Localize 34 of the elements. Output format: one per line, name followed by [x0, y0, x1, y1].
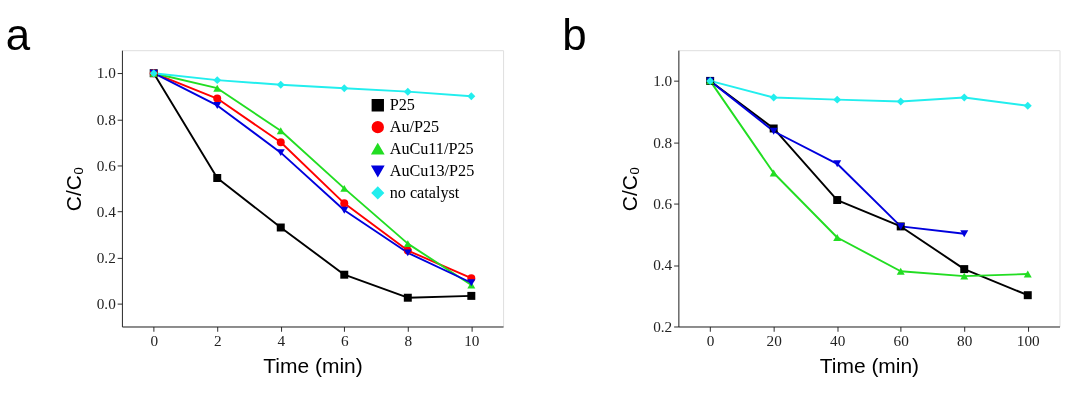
x-tick-label: 40: [830, 332, 846, 350]
y-tick-label: 0.8: [653, 133, 673, 151]
y-axis-title: C/C₀: [61, 166, 85, 212]
legend-label: AuCu11/P25: [389, 139, 474, 158]
x-tick-label: 100: [1016, 332, 1041, 350]
legend-label: AuCu13/P25: [389, 161, 475, 180]
y-axis-title: C/C₀: [617, 166, 641, 212]
x-tick-label: 60: [893, 332, 910, 350]
legend-label: P25: [389, 96, 415, 115]
x-tick-label: 10: [464, 332, 480, 350]
x-tick-label: 2: [213, 332, 222, 350]
y-tick-label: 1.0: [653, 72, 673, 90]
y-tick-label: 0.0: [96, 294, 117, 312]
x-tick-label: 0: [706, 332, 715, 350]
chart-title: b: [562, 10, 587, 60]
y-tick-label: 1.0: [96, 64, 117, 82]
chart-title: a: [5, 10, 31, 60]
x-tick-label: 6: [340, 332, 349, 350]
y-tick-label: 0.8: [96, 110, 117, 128]
y-tick-label: 0.6: [96, 156, 117, 174]
x-tick-label: 8: [404, 332, 413, 350]
legend-label: Au/P25: [389, 117, 440, 136]
y-tick-label: 0.2: [653, 317, 673, 335]
y-tick-label: 0.4: [653, 256, 673, 274]
x-tick-label: 20: [766, 332, 783, 350]
y-tick-label: 0.2: [96, 248, 116, 266]
legend-label: no catalyst: [389, 183, 460, 202]
x-tick-label: 4: [277, 332, 286, 350]
x-axis-title: Time (min): [263, 353, 363, 377]
x-axis-title: Time (min): [819, 353, 920, 377]
y-tick-label: 0.6: [653, 194, 673, 212]
y-tick-label: 0.4: [96, 202, 117, 220]
x-tick-label: 80: [957, 332, 973, 350]
x-tick-label: 0: [150, 332, 159, 350]
